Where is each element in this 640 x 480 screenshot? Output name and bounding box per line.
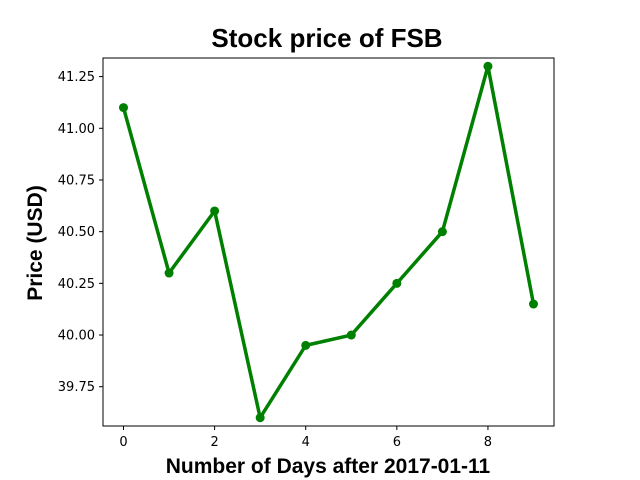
y-tick-label: 40.00 xyxy=(58,329,95,344)
data-point xyxy=(346,330,356,340)
x-tick-label: 2 xyxy=(210,435,218,450)
y-tick-label: 41.25 xyxy=(58,70,95,85)
series-layer xyxy=(119,61,538,423)
data-point xyxy=(119,103,128,113)
data-point xyxy=(483,61,493,71)
y-axis-ticks: 39.75 40.00 40.25 40.50 40.75 41.00 41.25 xyxy=(58,70,103,395)
x-axis-label: Number of Days after 2017-01-11 xyxy=(166,455,491,478)
y-tick-label: 40.25 xyxy=(58,277,95,292)
chart-title: Stock price of FSB xyxy=(211,23,442,53)
data-point xyxy=(255,413,265,423)
x-axis-ticks: 0 2 4 6 8 xyxy=(119,426,492,450)
y-tick-label: 40.75 xyxy=(58,173,95,188)
y-tick-label: 40.50 xyxy=(58,225,95,240)
x-tick-label: 0 xyxy=(119,435,127,450)
y-axis-label: Price (USD) xyxy=(24,185,47,301)
plot-area xyxy=(103,58,554,426)
data-point xyxy=(437,227,447,237)
y-tick-label: 41.00 xyxy=(58,122,95,137)
data-point xyxy=(529,299,538,309)
series-line xyxy=(121,64,536,420)
x-tick-label: 4 xyxy=(302,435,310,450)
plot-frame xyxy=(102,57,555,427)
y-tick-label: 39.75 xyxy=(58,380,95,395)
data-point xyxy=(210,206,220,216)
data-point xyxy=(301,340,311,350)
x-tick-label: 6 xyxy=(393,435,401,450)
data-point xyxy=(164,268,174,278)
x-tick-label: 8 xyxy=(484,435,492,450)
data-point xyxy=(392,278,402,288)
